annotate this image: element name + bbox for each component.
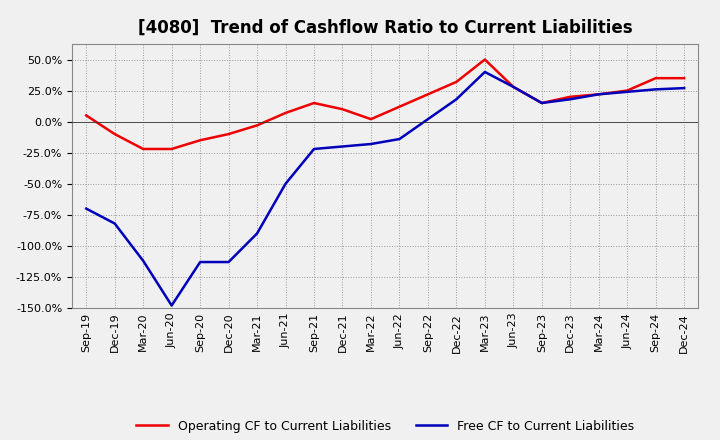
Free CF to Current Liabilities <box>652 87 660 92</box>
Free CF to Current Liabilities <box>167 303 176 308</box>
Operating CF to Current Liabilities <box>680 76 688 81</box>
Operating CF to Current Liabilities <box>225 132 233 137</box>
Operating CF to Current Liabilities <box>253 123 261 128</box>
Operating CF to Current Liabilities <box>338 106 347 112</box>
Free CF to Current Liabilities <box>225 260 233 265</box>
Operating CF to Current Liabilities <box>452 79 461 84</box>
Free CF to Current Liabilities <box>395 136 404 142</box>
Free CF to Current Liabilities <box>423 117 432 122</box>
Operating CF to Current Liabilities <box>423 92 432 97</box>
Operating CF to Current Liabilities <box>537 100 546 106</box>
Free CF to Current Liabilities <box>282 181 290 187</box>
Free CF to Current Liabilities <box>452 97 461 102</box>
Line: Free CF to Current Liabilities: Free CF to Current Liabilities <box>86 72 684 305</box>
Line: Operating CF to Current Liabilities: Operating CF to Current Liabilities <box>86 59 684 149</box>
Operating CF to Current Liabilities <box>395 104 404 110</box>
Free CF to Current Liabilities <box>310 147 318 152</box>
Operating CF to Current Liabilities <box>310 100 318 106</box>
Free CF to Current Liabilities <box>566 97 575 102</box>
Free CF to Current Liabilities <box>480 70 489 75</box>
Operating CF to Current Liabilities <box>652 76 660 81</box>
Free CF to Current Liabilities <box>680 85 688 91</box>
Free CF to Current Liabilities <box>537 100 546 106</box>
Operating CF to Current Liabilities <box>110 132 119 137</box>
Free CF to Current Liabilities <box>595 92 603 97</box>
Free CF to Current Liabilities <box>139 258 148 264</box>
Free CF to Current Liabilities <box>110 221 119 226</box>
Operating CF to Current Liabilities <box>139 147 148 152</box>
Free CF to Current Liabilities <box>338 144 347 149</box>
Operating CF to Current Liabilities <box>480 57 489 62</box>
Operating CF to Current Liabilities <box>167 147 176 152</box>
Free CF to Current Liabilities <box>196 260 204 265</box>
Free CF to Current Liabilities <box>366 141 375 147</box>
Operating CF to Current Liabilities <box>509 84 518 89</box>
Free CF to Current Liabilities <box>509 84 518 89</box>
Operating CF to Current Liabilities <box>366 117 375 122</box>
Free CF to Current Liabilities <box>623 89 631 95</box>
Operating CF to Current Liabilities <box>623 88 631 93</box>
Operating CF to Current Liabilities <box>196 138 204 143</box>
Operating CF to Current Liabilities <box>82 113 91 118</box>
Free CF to Current Liabilities <box>253 231 261 236</box>
Operating CF to Current Liabilities <box>566 94 575 99</box>
Free CF to Current Liabilities <box>82 206 91 211</box>
Legend: Operating CF to Current Liabilities, Free CF to Current Liabilities: Operating CF to Current Liabilities, Fre… <box>131 414 639 437</box>
Operating CF to Current Liabilities <box>282 110 290 116</box>
Title: [4080]  Trend of Cashflow Ratio to Current Liabilities: [4080] Trend of Cashflow Ratio to Curren… <box>138 19 632 37</box>
Operating CF to Current Liabilities <box>595 92 603 97</box>
